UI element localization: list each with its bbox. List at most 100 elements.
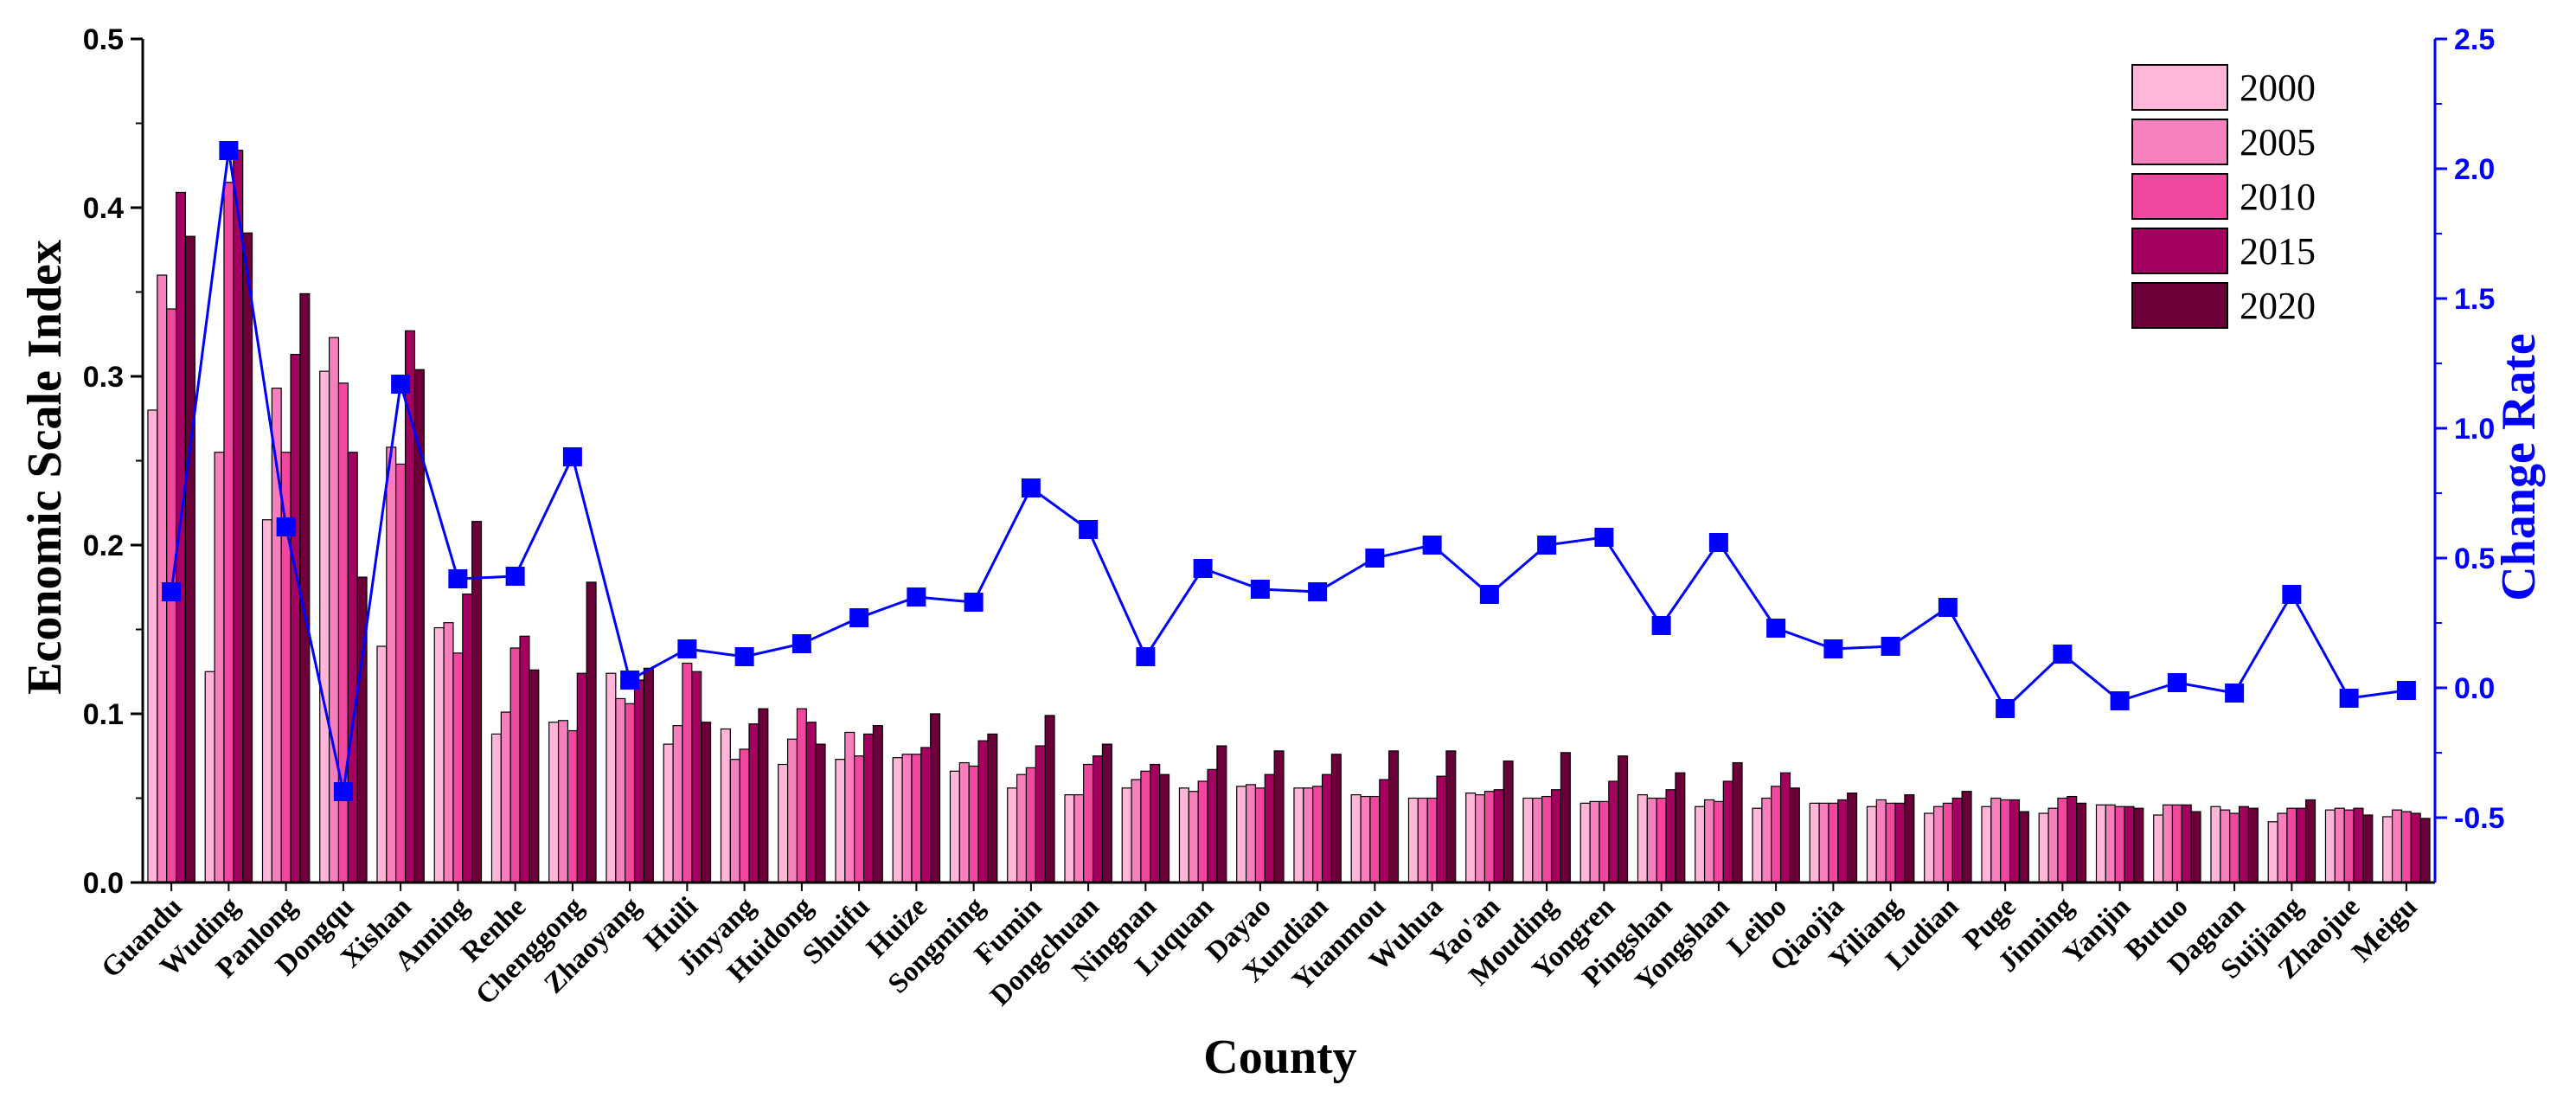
bar-anning-2020 bbox=[471, 521, 483, 883]
bar-dongqu-2010 bbox=[337, 382, 349, 883]
bar-renhe-2015 bbox=[519, 635, 530, 883]
bar-chenggong-2015 bbox=[576, 672, 587, 883]
change-rate-point-xundian bbox=[1308, 582, 1328, 601]
bar-suijiang-2000 bbox=[2267, 821, 2278, 883]
bar-pingshan-2010 bbox=[1656, 797, 1667, 883]
bar-wuhua-2000 bbox=[1407, 797, 1419, 883]
bar-songming-2000 bbox=[949, 770, 960, 883]
bar-jinyang-2010 bbox=[739, 748, 750, 883]
y-axis-title: Economic Scale Index bbox=[18, 240, 72, 695]
change-rate-point-songming bbox=[964, 593, 984, 612]
bar-meigu-2015 bbox=[2410, 812, 2421, 883]
bar-xundian-2010 bbox=[1312, 786, 1323, 883]
bar-xishan-2010 bbox=[395, 463, 407, 883]
bar-guandu-2005 bbox=[157, 274, 168, 883]
bar-ludian-2005 bbox=[1932, 806, 1945, 883]
bar-xishan-2000 bbox=[376, 645, 388, 883]
bar-zhaojue-2015 bbox=[2353, 807, 2364, 883]
bar-ludian-2000 bbox=[1924, 812, 1935, 883]
bar-puge-2015 bbox=[2009, 799, 2021, 883]
bar-yanjin-2005 bbox=[2105, 804, 2116, 883]
bar-renhe-2020 bbox=[529, 669, 540, 883]
bar-mouding-2005 bbox=[1532, 797, 1543, 883]
bar-xundian-2020 bbox=[1330, 754, 1342, 883]
bar-wuhua-2020 bbox=[1445, 750, 1457, 883]
y-tick-label: 0.0 bbox=[83, 867, 124, 900]
bar-luquan-2000 bbox=[1178, 787, 1189, 883]
bar-leibo-2015 bbox=[1779, 772, 1791, 883]
bar-yiliang-2010 bbox=[1885, 802, 1896, 883]
bar-shuifu-2020 bbox=[872, 725, 883, 883]
change-rate-point-leibo bbox=[1766, 619, 1786, 638]
bar-jinning-2010 bbox=[2057, 797, 2068, 883]
bar-wuhua-2010 bbox=[1426, 797, 1438, 883]
bar-chenggong-2005 bbox=[557, 720, 569, 883]
change-rate-point-suijiang bbox=[2282, 585, 2302, 604]
bar-luquan-2015 bbox=[1207, 768, 1218, 883]
bar-yaoan-2015 bbox=[1493, 789, 1504, 883]
bar-fumin-2010 bbox=[1025, 767, 1036, 883]
bar-yongshan-2005 bbox=[1703, 799, 1715, 883]
change-rate-point-huili bbox=[677, 639, 697, 658]
bar-dayao-2015 bbox=[1264, 773, 1275, 883]
change-rate-point-yongshan bbox=[1708, 533, 1728, 552]
bar-jinyang-2005 bbox=[729, 759, 740, 883]
bar-zhaojue-2020 bbox=[2362, 814, 2374, 883]
bar-ludian-2020 bbox=[1961, 791, 1972, 883]
bar-fumin-2005 bbox=[1016, 773, 1028, 883]
y2-tick-label: 1.5 bbox=[2454, 283, 2495, 316]
change-rate-point-dayao bbox=[1250, 580, 1270, 599]
bar-yongren-2005 bbox=[1589, 800, 1600, 883]
y-tick-label: 0.3 bbox=[83, 361, 124, 394]
change-rate-point-puge bbox=[1996, 699, 2015, 718]
change-rate-point-jinyang bbox=[734, 647, 754, 666]
bar-qiaojia-2015 bbox=[1837, 799, 1849, 883]
bar-huili-2015 bbox=[691, 671, 702, 883]
change-rate-point-dongchuan bbox=[1079, 520, 1099, 539]
bar-jinyang-2000 bbox=[720, 728, 731, 883]
bar-yuanmou-2020 bbox=[1388, 750, 1400, 883]
bar-shuifu-2015 bbox=[862, 733, 875, 883]
change-rate-line bbox=[170, 150, 2407, 793]
bar-pingshan-2020 bbox=[1675, 772, 1686, 883]
bar-fumin-2015 bbox=[1035, 745, 1046, 883]
bar-yiliang-2020 bbox=[1904, 793, 1915, 883]
bar-butuo-2015 bbox=[2181, 804, 2192, 883]
bar-huidong-2010 bbox=[796, 708, 807, 883]
bar-chenggong-2020 bbox=[586, 581, 597, 883]
legend-swatch-2020 bbox=[2131, 282, 2228, 329]
bar-songming-2020 bbox=[987, 733, 998, 883]
change-rate-point-yongren bbox=[1594, 528, 1614, 547]
change-rate-point-ningnan bbox=[1136, 647, 1156, 666]
bar-pingshan-2015 bbox=[1665, 789, 1676, 883]
change-rate-point-xishan bbox=[391, 375, 411, 394]
bar-suijiang-2015 bbox=[2296, 807, 2307, 883]
change-rate-point-mouding bbox=[1537, 536, 1557, 555]
bar-qiaojia-2020 bbox=[1847, 793, 1858, 883]
bar-yanjin-2000 bbox=[2095, 804, 2106, 883]
y2-tick-label: 0.5 bbox=[2454, 542, 2495, 575]
change-rate-point-wuding bbox=[219, 141, 239, 160]
change-rate-line-layer bbox=[162, 141, 2416, 801]
bar-puge-2000 bbox=[1981, 806, 1992, 883]
y2-tick-label: 2.0 bbox=[2454, 153, 2495, 186]
bar-mouding-2020 bbox=[1560, 752, 1571, 883]
legend-swatch-2015 bbox=[2131, 228, 2228, 274]
bar-mouding-2010 bbox=[1541, 795, 1553, 883]
bar-yongshan-2020 bbox=[1732, 761, 1743, 883]
bar-mouding-2015 bbox=[1550, 789, 1562, 883]
bar-qiaojia-2005 bbox=[1818, 802, 1829, 883]
bar-daguan-2005 bbox=[2220, 809, 2231, 883]
change-rate-point-butuo bbox=[2167, 673, 2187, 692]
bar-yuanmou-2010 bbox=[1369, 795, 1381, 883]
bar-puge-2010 bbox=[2000, 799, 2011, 883]
bar-guandu-2020 bbox=[184, 235, 195, 883]
bar-panlong-2020 bbox=[299, 292, 311, 883]
bar-panlong-2010 bbox=[280, 452, 292, 883]
legend-swatch-2005 bbox=[2131, 119, 2228, 165]
bar-shuifu-2010 bbox=[854, 755, 865, 883]
bar-daguan-2000 bbox=[2210, 806, 2221, 883]
bar-xishan-2005 bbox=[386, 446, 397, 883]
bar-huidong-2015 bbox=[805, 722, 817, 883]
change-rate-point-dongqu bbox=[333, 782, 353, 801]
